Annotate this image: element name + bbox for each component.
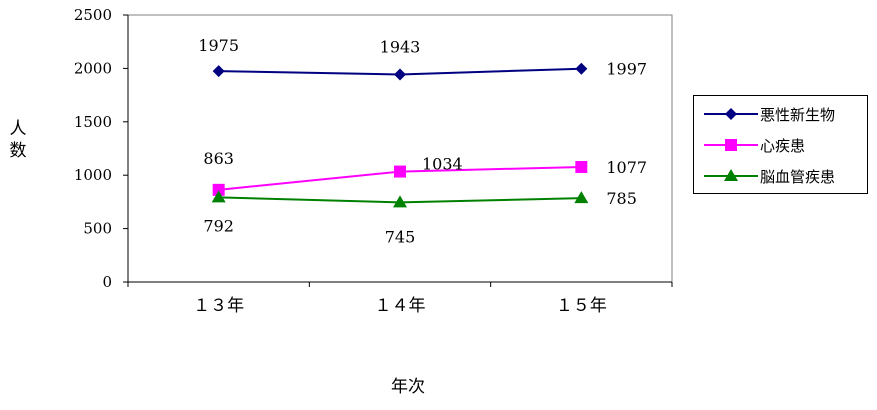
- point-2-1: [393, 195, 407, 208]
- legend-item-2: 脳血管疾患: [694, 164, 867, 188]
- y-tick-label-3: 1500: [74, 113, 112, 131]
- data-label-1-0: 863: [203, 149, 234, 168]
- legend-swatch-1: [704, 139, 758, 151]
- y-axis-label: 人数: [9, 119, 27, 161]
- legend-marker-0: [725, 108, 737, 120]
- legend-swatch-2: [704, 169, 758, 181]
- y-tick-label-5: 2500: [74, 6, 112, 24]
- legend: 悪性新生物 心疾患 脳血管疾患: [693, 95, 868, 194]
- x-tick-label-0: １３年: [193, 296, 244, 316]
- data-label-1-1: 1034: [422, 155, 463, 174]
- data-label-2-0: 792: [203, 216, 234, 235]
- y-tick-label-4: 2000: [74, 59, 112, 77]
- series-2: 792 745 785: [203, 189, 636, 246]
- data-label-0-2: 1997: [606, 60, 647, 79]
- legend-label-1: 心疾患: [760, 137, 806, 155]
- y-tick-label-0: 0: [102, 273, 112, 291]
- data-label-2-2: 785: [606, 189, 637, 208]
- point-1-0: [212, 183, 225, 196]
- data-label-0-0: 1975: [198, 36, 239, 55]
- point-2-0: [211, 190, 226, 203]
- point-1-2: [575, 160, 588, 173]
- y-tick-label-1: 500: [83, 220, 112, 238]
- series-1: 863 1034 1077: [203, 149, 647, 196]
- legend-label-2: 脳血管疾患: [760, 168, 836, 186]
- point-0-2: [575, 62, 588, 75]
- legend-item-1: 心疾患: [694, 133, 867, 157]
- point-0-0: [212, 65, 225, 78]
- data-label-0-1: 1943: [380, 37, 421, 56]
- legend-swatch-0: [704, 108, 758, 120]
- legend-label-0: 悪性新生物: [760, 106, 836, 124]
- legend-item-0: 悪性新生物: [694, 102, 867, 126]
- series-0: 1975 1943 1997: [198, 36, 647, 81]
- data-label-1-2: 1077: [606, 158, 647, 177]
- x-tick-label-1: １４年: [375, 296, 426, 316]
- x-tick-label-2: １５年: [556, 296, 607, 316]
- legend-marker-2: [724, 169, 738, 181]
- point-0-1: [394, 68, 406, 81]
- y-tick-label-2: 1000: [74, 166, 112, 184]
- data-label-2-1: 745: [385, 227, 416, 246]
- point-1-1: [394, 165, 406, 178]
- point-2-2: [574, 191, 589, 204]
- x-axis-label: 年次: [391, 377, 425, 397]
- legend-marker-1: [725, 139, 737, 151]
